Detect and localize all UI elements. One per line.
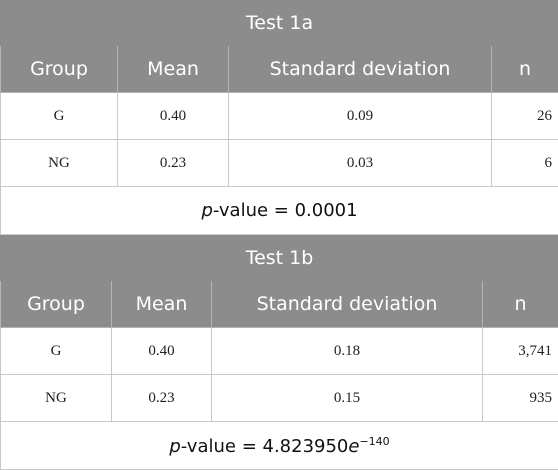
p-value-exponent: −140 <box>359 435 389 448</box>
cell-n: 3,741 <box>483 328 558 375</box>
cell-group: NG <box>1 375 112 422</box>
cell-group: G <box>1 93 118 140</box>
exponent-base: e <box>348 436 359 457</box>
cell-sd: 0.18 <box>212 328 483 375</box>
cell-sd: 0.03 <box>229 140 492 187</box>
cell-group: G <box>1 328 112 375</box>
p-symbol: p <box>169 436 180 457</box>
table-row: G 0.40 0.09 26 <box>1 93 558 140</box>
column-header-group: Group <box>1 281 112 328</box>
test-1a-table: Test 1a Group Mean Standard deviation n … <box>0 0 558 235</box>
column-header-sd: Standard deviation <box>212 281 483 328</box>
column-header-mean: Mean <box>112 281 212 328</box>
cell-n: 26 <box>492 93 558 140</box>
cell-sd: 0.15 <box>212 375 483 422</box>
p-symbol: p <box>201 200 212 221</box>
cell-n: 6 <box>492 140 558 187</box>
cell-sd: 0.09 <box>229 93 492 140</box>
results-page: Test 1a Group Mean Standard deviation n … <box>0 0 558 459</box>
p-value-row: p-value = 0.0001 <box>1 187 558 235</box>
table-title: Test 1b <box>1 236 558 281</box>
table-row: NG 0.23 0.15 935 <box>1 375 558 422</box>
table-title: Test 1a <box>1 1 558 46</box>
column-header-n: n <box>492 46 558 93</box>
cell-mean: 0.23 <box>112 375 212 422</box>
cell-mean: 0.40 <box>112 328 212 375</box>
table-row: G 0.40 0.18 3,741 <box>1 328 558 375</box>
cell-group: NG <box>1 140 118 187</box>
cell-mean: 0.23 <box>118 140 229 187</box>
column-header-sd: Standard deviation <box>229 46 492 93</box>
column-header-n: n <box>483 281 558 328</box>
column-header-group: Group <box>1 46 118 93</box>
p-value-text: -value = 0.0001 <box>213 200 358 221</box>
table-row: NG 0.23 0.03 6 <box>1 140 558 187</box>
test-1b-table: Test 1b Group Mean Standard deviation n … <box>0 235 558 470</box>
cell-mean: 0.40 <box>118 93 229 140</box>
cell-n: 935 <box>483 375 558 422</box>
p-value-row: p-value = 4.823950e−140 <box>1 422 558 470</box>
column-header-mean: Mean <box>118 46 229 93</box>
p-value-text: -value = 4.823950 <box>181 436 349 457</box>
